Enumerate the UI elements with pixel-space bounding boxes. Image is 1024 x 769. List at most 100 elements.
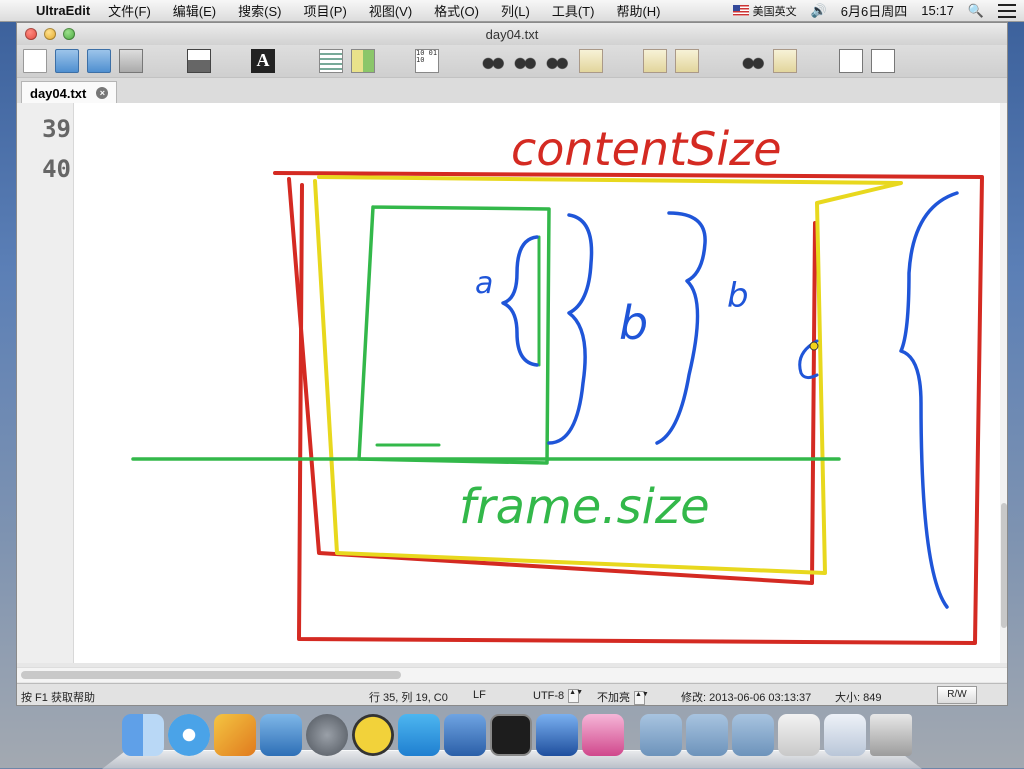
close-window-button[interactable]	[25, 28, 37, 40]
vertical-scroll-thumb[interactable]	[1001, 503, 1007, 628]
downloads-folder-icon[interactable]	[732, 714, 774, 756]
clock-date[interactable]: 6月6日周四	[840, 4, 908, 19]
green-box	[357, 205, 551, 465]
input-source-menu[interactable]: 美国英文	[732, 3, 797, 19]
vertical-scrollbar[interactable]	[1000, 103, 1007, 663]
blue-brace-right	[899, 191, 959, 609]
menu-view[interactable]: 视图(V)	[368, 4, 413, 19]
menu-project[interactable]: 项目(P)	[303, 4, 347, 19]
volume-icon[interactable]: 🔊	[810, 2, 827, 18]
word-wrap-icon[interactable]	[319, 49, 343, 73]
window-title: day04.txt	[485, 26, 539, 42]
xcode-icon[interactable]	[444, 714, 486, 756]
ultraedit-icon[interactable]	[352, 714, 394, 756]
minimize-window-button[interactable]	[44, 28, 56, 40]
notification-center-icon[interactable]	[998, 3, 1016, 18]
editor-window: day04.txt A 10 01 10 day04.txt × 39 40	[16, 22, 1008, 706]
status-highlight-select[interactable]: 不加亮 ▲▼	[597, 689, 649, 705]
label-b-outer: b	[727, 276, 749, 316]
finder-icon[interactable]	[122, 714, 164, 756]
ios-simulator-icon[interactable]	[536, 714, 578, 756]
open-folder-icon[interactable]	[55, 49, 79, 73]
yellow-dot	[809, 341, 819, 351]
us-flag-icon	[732, 5, 749, 16]
status-help: 按 F1 获取帮助	[21, 692, 95, 704]
highlight-stepper-icon[interactable]: ▲▼	[634, 691, 649, 705]
word-icon[interactable]	[398, 714, 440, 756]
label-frame-size: frame.size	[459, 479, 710, 535]
line-number-gutter: 39 40	[17, 103, 74, 663]
menu-search[interactable]: 搜索(S)	[238, 4, 282, 19]
horizontal-scroll-thumb[interactable]	[21, 671, 401, 679]
find-icon[interactable]	[481, 49, 505, 73]
label-a: a	[475, 266, 493, 301]
status-bar: 按 F1 获取帮助 行 35, 列 19, C0 LF UTF-8 ▲▼ 不加亮 ▲…	[17, 683, 1007, 705]
replace-in-files-icon[interactable]	[675, 49, 699, 73]
status-line-ending[interactable]: LF	[473, 689, 486, 701]
replace-icon[interactable]	[579, 49, 603, 73]
menu-file[interactable]: 文件(F)	[108, 4, 151, 19]
dock	[102, 712, 922, 769]
blue-small-curve	[798, 339, 819, 380]
input-source-label: 美国英文	[752, 5, 797, 18]
find-next-icon[interactable]	[545, 49, 569, 73]
menu-help[interactable]: 帮助(H)	[616, 4, 661, 19]
status-highlight: 不加亮	[597, 692, 630, 704]
eraser-app-icon[interactable]	[582, 714, 624, 756]
editor-area[interactable]: 39 40 contentSize frame.size a	[17, 103, 1007, 663]
new-file-icon[interactable]	[23, 49, 47, 73]
label-content-size: contentSize	[511, 122, 782, 176]
hex-mode-icon[interactable]: 10 01 10	[415, 49, 439, 73]
line-number-40: 40	[42, 155, 71, 183]
spotlight-search-icon[interactable]: 🔍	[967, 2, 984, 18]
blue-brace-b1	[547, 213, 594, 445]
bookmark-icon[interactable]	[773, 49, 797, 73]
applications-folder-icon[interactable]	[640, 714, 682, 756]
encoding-stepper-icon[interactable]: ▲▼	[568, 689, 583, 703]
launchpad-icon[interactable]	[306, 714, 348, 756]
status-modified: 修改: 2013-06-06 03:13:37	[681, 692, 812, 704]
print-icon[interactable]	[187, 49, 211, 73]
horizontal-scrollbar[interactable]	[17, 667, 1007, 682]
screenshots-stack-icon[interactable]	[824, 714, 866, 756]
toolbar: A 10 01 10	[17, 45, 1007, 77]
red-inner-rect	[287, 177, 817, 585]
close-tab-icon[interactable]: ×	[96, 87, 109, 99]
save-icon[interactable]	[119, 49, 143, 73]
freehand-drawing: contentSize frame.size a b b	[131, 122, 984, 645]
font-icon[interactable]: A	[251, 49, 275, 73]
column-mode-icon[interactable]	[351, 49, 375, 73]
blue-brace-a	[501, 235, 539, 367]
tab-label: day04.txt	[30, 85, 87, 101]
recent-files-stack-icon[interactable]	[778, 714, 820, 756]
clock-time[interactable]: 15:17	[921, 3, 954, 18]
read-write-button[interactable]: R/W	[937, 686, 977, 704]
menu-column[interactable]: 列(L)	[500, 4, 530, 19]
safari-icon[interactable]	[168, 714, 210, 756]
status-encoding-select[interactable]: UTF-8 ▲▼	[533, 689, 583, 703]
line-number-39: 39	[42, 115, 71, 143]
output-window-icon[interactable]	[839, 49, 863, 73]
trash-icon[interactable]	[870, 714, 912, 756]
zoom-window-button[interactable]	[63, 28, 75, 40]
status-position: 行 35, 列 19, C0	[369, 692, 448, 704]
paint-app-icon[interactable]	[214, 714, 256, 756]
find-previous-icon[interactable]	[513, 49, 537, 73]
dictionary-icon[interactable]	[260, 714, 302, 756]
title-bar[interactable]: day04.txt	[17, 23, 1007, 45]
app-menu[interactable]: UltraEdit	[36, 3, 91, 18]
open-project-icon[interactable]	[87, 49, 111, 73]
find-in-files-icon[interactable]	[643, 49, 667, 73]
menu-bar: UltraEdit 文件(F) 编辑(E) 搜索(S) 项目(P) 视图(V) …	[0, 0, 1024, 22]
red-outer-rect	[273, 171, 984, 645]
menu-edit[interactable]: 编辑(E)	[172, 4, 217, 19]
tab-bar: day04.txt ×	[17, 77, 1007, 105]
status-encoding: UTF-8	[533, 689, 565, 702]
documents-folder-icon[interactable]	[686, 714, 728, 756]
function-list-icon[interactable]	[741, 49, 765, 73]
menu-tools[interactable]: 工具(T)	[551, 4, 595, 19]
tab-day04[interactable]: day04.txt ×	[21, 81, 118, 104]
file-tree-icon[interactable]	[871, 49, 895, 73]
terminal-icon[interactable]	[490, 714, 532, 756]
menu-format[interactable]: 格式(O)	[434, 4, 479, 19]
